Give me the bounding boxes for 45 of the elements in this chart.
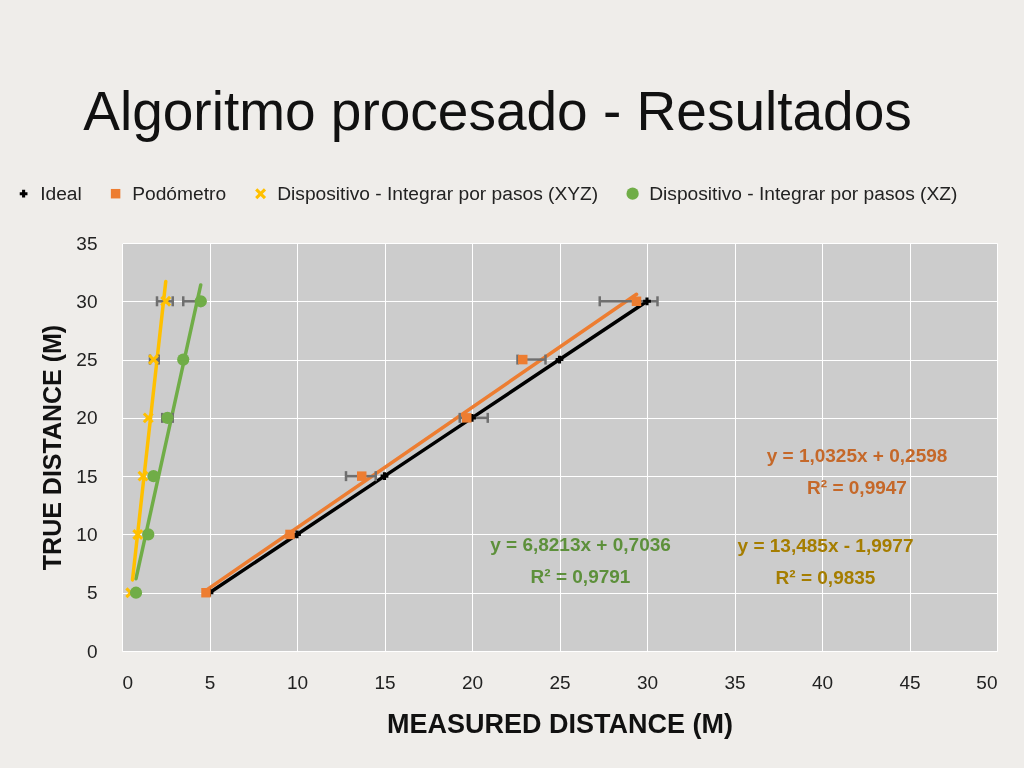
point [201,587,211,598]
x-tick-label: 15 [374,671,396,693]
legend-label: Dispositivo - Integrar por pasos (XZ) [649,182,958,204]
legend-label: Dispositivo - Integrar por pasos (XYZ) [277,182,599,204]
legend-label: Ideal [40,182,82,204]
point [285,529,295,540]
x-tick-label: 25 [549,671,571,693]
annotation: y = 13,485x - 1,9977 R² = 0,9835 [737,535,914,589]
x-tick-label: 20 [461,671,484,693]
point [643,297,651,306]
point [160,295,172,307]
annotation: y = 6,8213x + 0,7036 R² = 0,9791 [490,533,671,587]
point [132,528,144,540]
point [142,412,154,424]
y-tick-label: 25 [76,349,98,371]
point [357,471,367,481]
x-tick-label: 35 [724,671,746,693]
point [462,413,472,423]
x-axis-title: MEASURED DISTANCE (M) [387,708,733,739]
x-tick-label: 30 [636,671,659,693]
y-tick-label: 5 [86,582,98,604]
point [142,528,155,541]
x-tick-label: 45 [899,671,921,693]
y-axis-title: TRUE DISTANCE (M) [38,324,67,571]
x-tick-label: 0 [122,671,134,693]
x-tick-label: 50 [976,671,998,693]
x-tick-label: 10 [286,671,309,693]
y-tick-label: 15 [76,465,98,487]
legend-label: Podómetro [132,182,227,204]
point [194,295,207,308]
point [631,296,642,307]
y-tick-label: 35 [76,232,98,254]
y-tick-label: 0 [86,640,98,662]
annotation: y = 1,0325x + 0,2598 R² = 0,9947 [766,445,948,499]
x-tick-label: 40 [811,671,834,693]
point [137,470,149,482]
point [518,354,528,365]
point [129,586,143,599]
x-tick-label: 5 [204,671,216,693]
chart-title: Algoritmo procesado - Resultados [83,80,912,142]
y-tick-label: 20 [76,407,98,429]
point [177,353,190,366]
point [380,472,389,481]
y-tick-label: 10 [76,523,98,545]
y-tick-label: 30 [76,290,98,312]
